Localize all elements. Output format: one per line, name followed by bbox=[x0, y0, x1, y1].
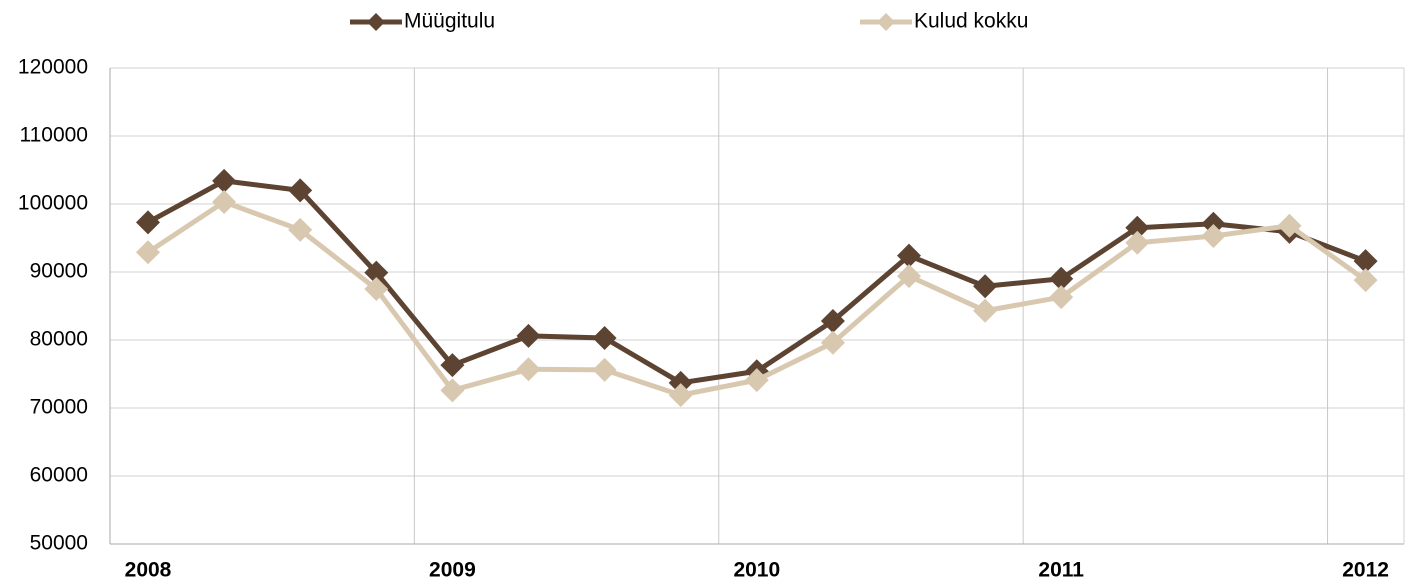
marker bbox=[592, 357, 617, 382]
marker bbox=[440, 353, 465, 378]
marker bbox=[1353, 249, 1378, 274]
marker bbox=[1353, 268, 1378, 293]
x-tick-label: 2010 bbox=[733, 559, 780, 582]
x-tick-label: 2008 bbox=[125, 559, 172, 582]
marker bbox=[1277, 213, 1302, 238]
marker bbox=[820, 308, 845, 333]
marker bbox=[592, 325, 617, 350]
marker bbox=[516, 357, 541, 382]
y-tick-label: 90000 bbox=[30, 260, 88, 283]
marker bbox=[1049, 285, 1074, 310]
marker bbox=[212, 168, 237, 193]
marker bbox=[1125, 230, 1150, 255]
marker bbox=[668, 370, 693, 395]
legend-marker bbox=[877, 13, 895, 31]
marker bbox=[973, 298, 998, 323]
y-tick-label: 50000 bbox=[30, 532, 88, 555]
marker bbox=[136, 240, 160, 265]
legend-marker bbox=[367, 13, 385, 31]
x-tick-label: 2012 bbox=[1342, 559, 1389, 582]
legend-label: Kulud kokku bbox=[914, 10, 1028, 33]
marker bbox=[668, 383, 693, 408]
marker bbox=[364, 260, 389, 285]
y-tick-label: 120000 bbox=[18, 56, 88, 79]
marker bbox=[820, 330, 845, 355]
marker bbox=[516, 323, 541, 348]
marker bbox=[1049, 266, 1074, 291]
marker bbox=[288, 217, 313, 242]
marker bbox=[1201, 223, 1226, 248]
y-tick-label: 100000 bbox=[18, 192, 88, 215]
y-tick-label: 60000 bbox=[30, 464, 88, 487]
marker bbox=[973, 274, 998, 299]
x-tick-label: 2009 bbox=[429, 559, 476, 582]
y-tick-label: 80000 bbox=[30, 328, 88, 351]
marker bbox=[364, 277, 389, 301]
marker bbox=[897, 243, 921, 268]
y-tick-label: 110000 bbox=[19, 124, 88, 147]
marker bbox=[1201, 211, 1226, 236]
marker bbox=[744, 368, 769, 393]
marker bbox=[212, 189, 237, 214]
marker bbox=[440, 378, 465, 403]
marker bbox=[897, 264, 921, 289]
series-line bbox=[146, 178, 1367, 386]
x-tick-label: 2011 bbox=[1038, 559, 1084, 582]
marker bbox=[1125, 215, 1150, 240]
marker bbox=[136, 210, 160, 235]
legend-label: Müügitulu bbox=[404, 10, 495, 33]
marker bbox=[288, 178, 313, 203]
y-tick-label: 70000 bbox=[30, 396, 88, 419]
